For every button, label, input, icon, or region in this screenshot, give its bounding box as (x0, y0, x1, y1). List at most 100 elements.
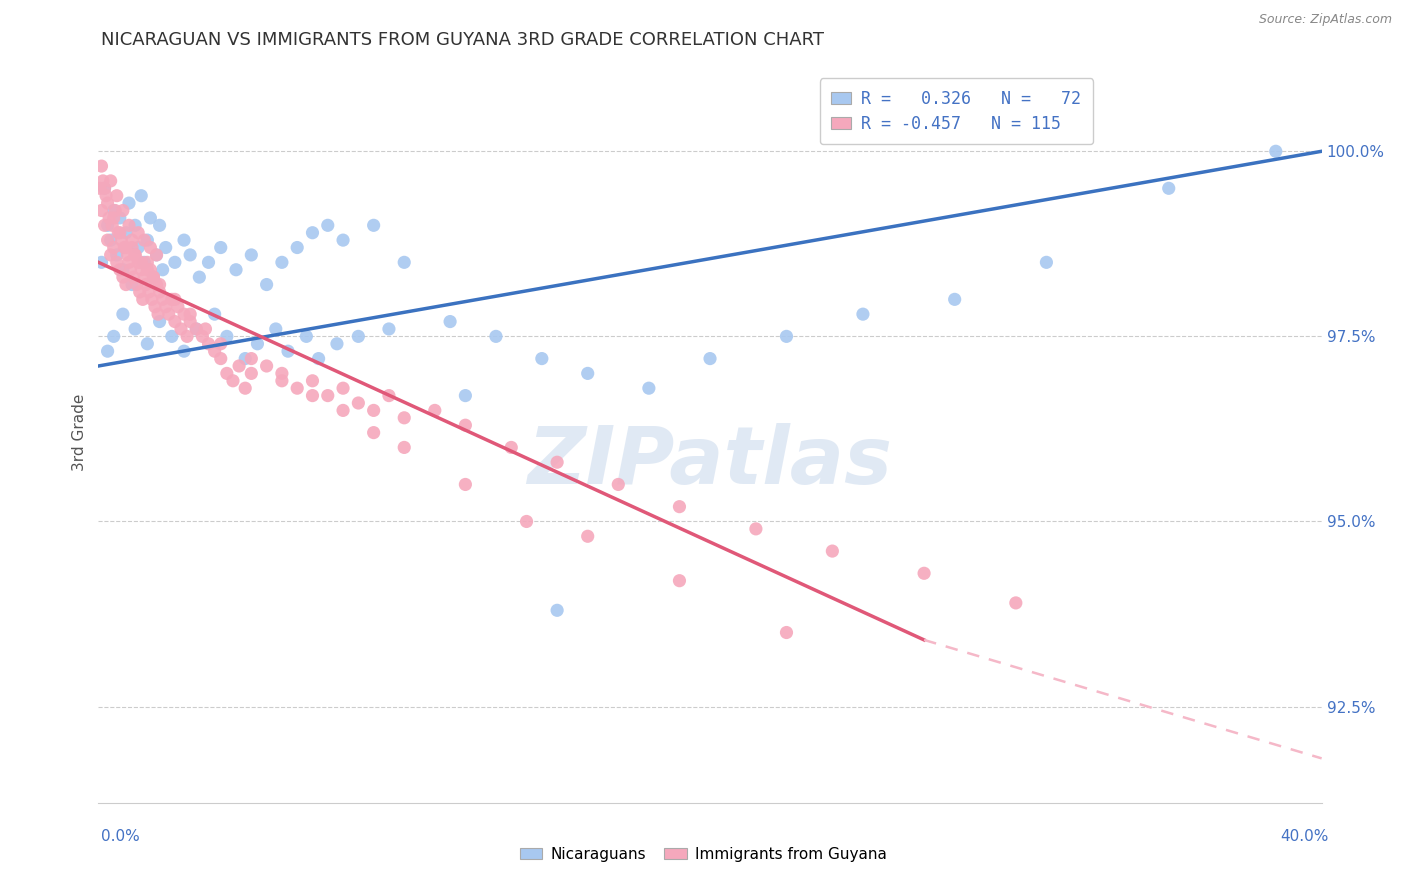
Point (132, 293, 155, 307)
Point (93, 181, 115, 195)
Point (145, 248, 167, 262)
Point (347, 396, 370, 410)
Point (179, 248, 201, 262)
Point (332, 233, 354, 247)
Point (378, 322, 401, 336)
Point (100, 248, 122, 262)
Point (392, 441, 416, 455)
Point (186, 322, 208, 336)
Point (111, 203, 134, 218)
Point (439, 315, 461, 329)
Point (149, 285, 172, 299)
Point (912, 566, 935, 581)
Point (821, 544, 844, 558)
Point (145, 248, 167, 262)
Point (240, 351, 263, 366)
Point (136, 262, 159, 277)
Point (852, 307, 875, 321)
Point (546, 603, 568, 617)
Y-axis label: 3rd Grade: 3rd Grade (72, 394, 87, 471)
Point (141, 293, 163, 307)
Point (145, 277, 167, 292)
Point (576, 529, 599, 543)
Point (170, 322, 193, 336)
Point (121, 277, 143, 292)
Point (111, 270, 134, 285)
Point (270, 367, 294, 381)
Point (142, 270, 165, 285)
Point (149, 277, 172, 292)
Point (103, 329, 125, 343)
Point (90, 255, 112, 269)
Point (107, 226, 129, 240)
Point (233, 381, 256, 395)
Point (240, 248, 263, 262)
Point (530, 351, 553, 366)
Point (129, 188, 152, 202)
Point (163, 315, 186, 329)
Point (204, 344, 226, 359)
Point (108, 262, 131, 277)
Point (285, 381, 308, 395)
Point (607, 477, 630, 491)
Point (270, 255, 294, 269)
Point (97, 344, 120, 359)
Point (326, 336, 349, 351)
Point (179, 315, 201, 329)
Point (173, 344, 195, 359)
Point (179, 307, 201, 321)
Point (295, 329, 318, 343)
Point (215, 329, 238, 343)
Point (209, 336, 232, 351)
Point (270, 374, 294, 388)
Point (91, 174, 114, 188)
Point (97, 219, 120, 233)
Point (160, 293, 183, 307)
Point (100, 174, 122, 188)
Point (105, 248, 128, 262)
Point (301, 374, 323, 388)
Point (163, 255, 186, 269)
Point (194, 322, 217, 336)
Point (332, 381, 354, 395)
Point (191, 329, 214, 343)
Point (363, 425, 385, 440)
Point (197, 255, 219, 269)
Point (363, 219, 385, 233)
Point (122, 270, 145, 285)
Point (139, 241, 162, 255)
Point (104, 203, 127, 218)
Point (93, 219, 115, 233)
Point (93, 181, 115, 195)
Point (105, 188, 128, 202)
Point (454, 477, 477, 491)
Point (228, 359, 250, 373)
Point (139, 262, 162, 277)
Point (127, 226, 149, 240)
Point (118, 219, 141, 233)
Point (225, 262, 247, 277)
Point (316, 389, 339, 403)
Point (142, 270, 165, 285)
Point (454, 389, 477, 403)
Point (129, 262, 152, 277)
Point (209, 351, 232, 366)
Point (163, 293, 186, 307)
Point (124, 322, 146, 336)
Point (155, 241, 177, 255)
Point (157, 307, 180, 321)
Point (111, 307, 134, 321)
Point (90, 159, 112, 173)
Point (121, 233, 143, 247)
Point (1035, 255, 1057, 269)
Point (160, 329, 183, 343)
Point (121, 241, 143, 255)
Point (136, 336, 159, 351)
Point (637, 381, 661, 395)
Point (97, 233, 120, 247)
Point (668, 574, 690, 588)
Point (101, 219, 124, 233)
Point (110, 233, 132, 247)
Point (332, 403, 354, 417)
Point (222, 374, 245, 388)
